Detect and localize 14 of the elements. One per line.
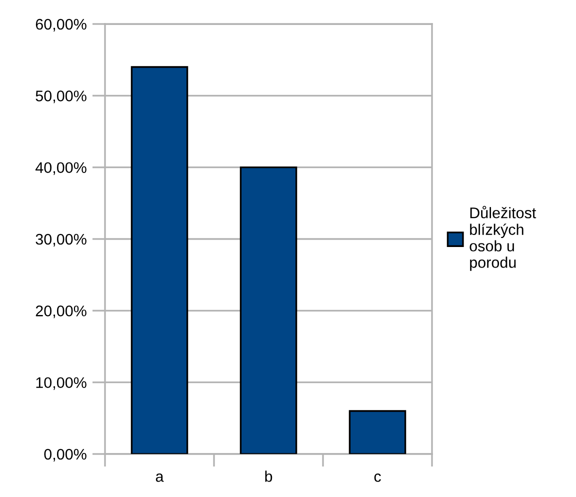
y-tick-label: 10,00% [36, 377, 86, 390]
x-tick-label: b [265, 470, 272, 482]
legend-label: Důležitost blízkých osob u porodu [470, 206, 536, 271]
y-tick-label: 40,00% [35, 162, 86, 175]
x-tick-label: a [156, 474, 164, 482]
y-tick-label: 20,00% [36, 306, 86, 318]
y-tick-label: 30,00% [36, 234, 86, 246]
bar [240, 166, 298, 454]
x-tick-label: c [374, 474, 381, 482]
y-tick-label: 60,00% [36, 18, 86, 32]
bar [130, 66, 188, 454]
y-tick-label: 0,00% [44, 448, 86, 462]
bar [348, 410, 406, 454]
y-tick-label: 50,00% [36, 90, 86, 104]
